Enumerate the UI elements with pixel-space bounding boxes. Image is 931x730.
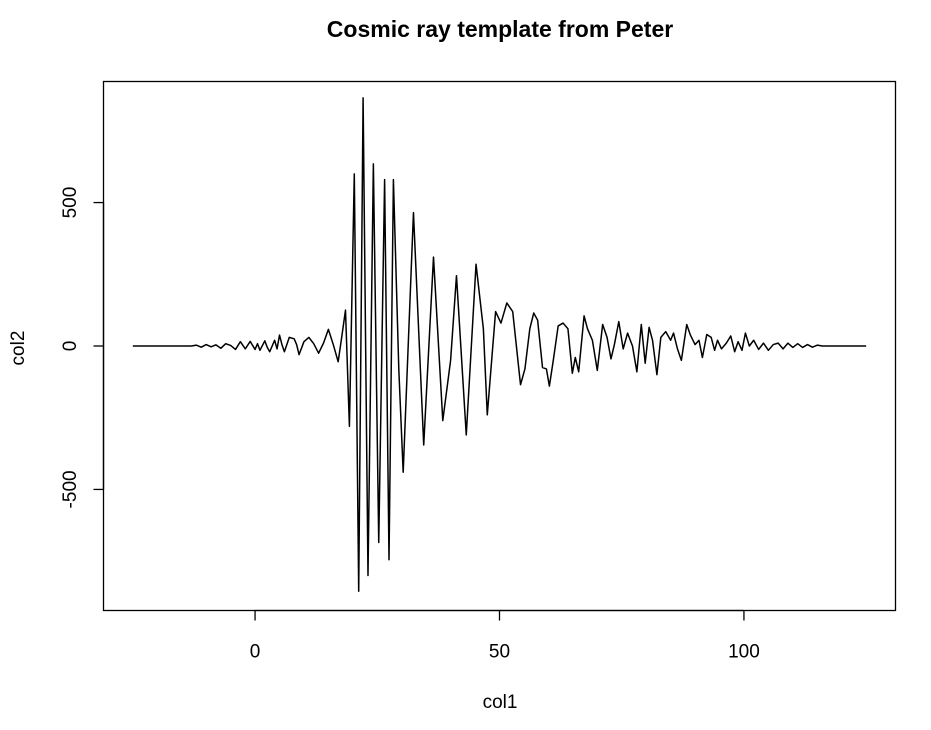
y-axis: -500 0 500 — [60, 187, 105, 508]
x-tick-label: 0 — [250, 642, 261, 663]
x-tick-label: 50 — [489, 642, 510, 663]
y-tick-label: 500 — [60, 187, 81, 219]
x-axis: 0 50 100 — [250, 609, 760, 663]
series-line — [132, 97, 867, 593]
x-tick-label: 100 — [728, 642, 760, 663]
y-axis-title: col2 — [8, 331, 29, 366]
y-tick-label: 0 — [60, 341, 81, 352]
y-tick-label: -500 — [60, 470, 81, 508]
x-axis-title: col1 — [483, 692, 518, 713]
chart-title: Cosmic ray template from Peter — [327, 16, 673, 42]
